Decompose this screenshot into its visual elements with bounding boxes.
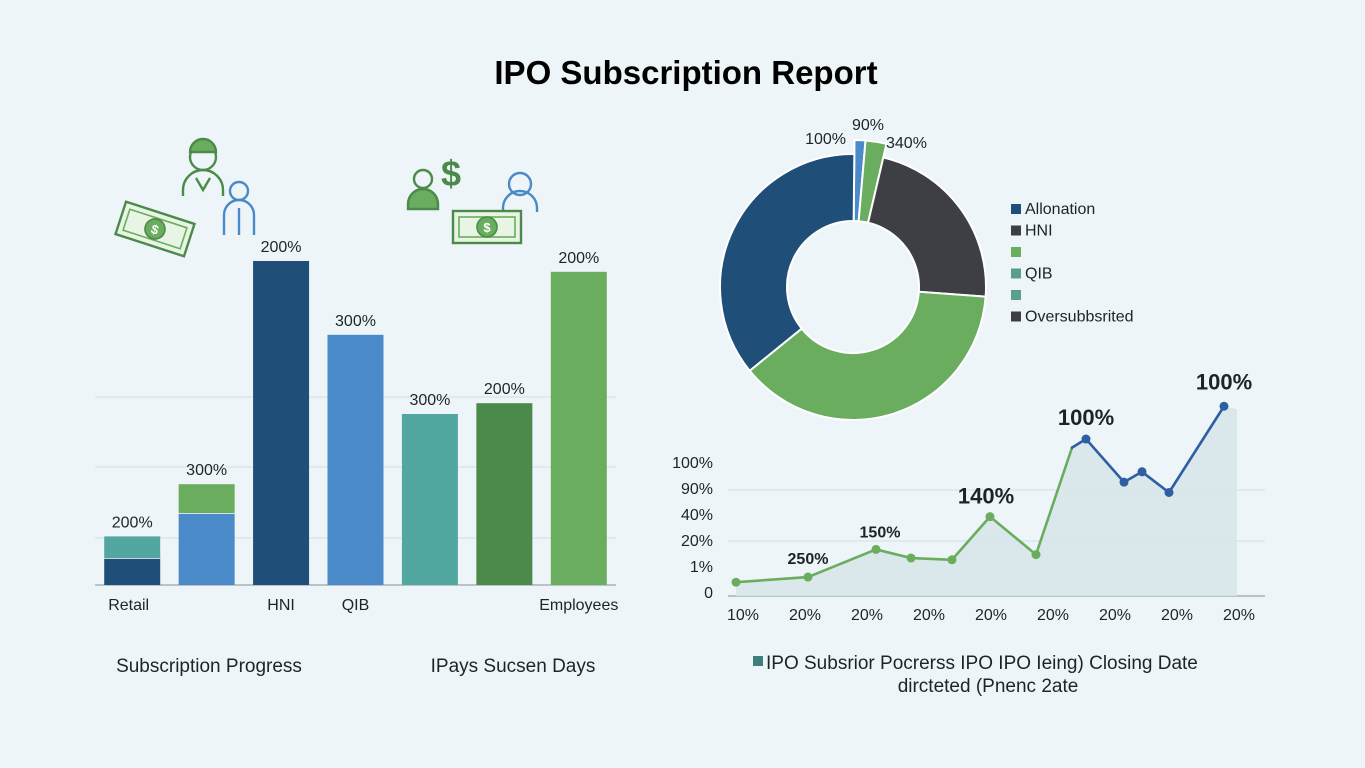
line-segment: [734, 575, 810, 584]
line-point: [731, 577, 741, 587]
line-segment: [988, 515, 1038, 556]
line-point: [803, 572, 813, 582]
bar-segment: [401, 414, 458, 585]
line-area-fill: [736, 406, 1237, 596]
bar-segment: [104, 536, 161, 558]
bar-segment: [476, 403, 533, 585]
legend-label: QIB: [1025, 266, 1053, 283]
line-point: [947, 555, 957, 565]
bar-segment: [550, 271, 607, 585]
bar-value-label: 200%: [558, 250, 599, 267]
bar-segment: [327, 334, 384, 585]
donut-slice: [719, 153, 856, 373]
money-icon: $: [451, 209, 523, 245]
line-annotation: 250%: [788, 551, 829, 568]
line-point: [1164, 488, 1174, 497]
legend-label: Allonation: [1025, 201, 1095, 218]
line-point: [1219, 401, 1229, 411]
allocation-donut-chart: 90%340% 100%: [719, 117, 987, 421]
legend-swatch: [1011, 311, 1021, 322]
subscription-line-chart: 0 1% 20% 40% 90% 100% 10% 20% 20% 20% 20% 20% 20% 20%…: [672, 369, 1265, 624]
legend-swatch: [1011, 290, 1021, 300]
bar-segment: [253, 261, 310, 585]
donut-slice: [748, 290, 987, 421]
line-point: [1119, 477, 1129, 487]
investor-icon: [406, 168, 539, 212]
y-tick-label: 0: [704, 585, 713, 602]
line-segment: [1140, 470, 1171, 494]
line-legend-subtitle: dircteted (Pnenc 2ate: [898, 676, 1079, 697]
line-legend-swatch: [753, 656, 763, 666]
bar-value-label: 200%: [484, 381, 525, 398]
legend-swatch: [1011, 247, 1021, 257]
y-tick-label: 20%: [681, 533, 713, 550]
subscription-bar-chart: 200% Retail 300% 200% HNI 300% QIB 300% 200% 200%…: [95, 239, 618, 614]
bar-value-label: 300%: [335, 313, 376, 330]
bar-value-label: 300%: [186, 462, 227, 479]
user-pair-icon: [181, 137, 256, 235]
x-tick-label: 20%: [1161, 607, 1193, 624]
bar-category-label: QIB: [342, 597, 370, 614]
bar-category-label: Retail: [108, 597, 149, 614]
bar-category-label: Employees: [539, 597, 618, 614]
line-segment: [806, 548, 878, 579]
y-tick-label: 40%: [681, 507, 713, 524]
donut-slice: [866, 156, 987, 298]
legend-swatch: [1011, 225, 1021, 236]
line-segment: [1167, 404, 1226, 494]
line-annotation: 100%: [1196, 369, 1252, 394]
bar-segment: [104, 558, 161, 585]
legend-label: HNI: [1025, 223, 1053, 240]
y-tick-label: 90%: [681, 481, 713, 498]
line-point: [871, 544, 881, 554]
line-segment: [1034, 446, 1074, 556]
line-annotation: 140%: [958, 484, 1014, 509]
line-segment: [1084, 437, 1126, 484]
bar-value-label: 200%: [112, 514, 153, 531]
line-point: [1137, 467, 1147, 477]
x-tick-label: 20%: [1223, 607, 1255, 624]
x-tick-label: 20%: [913, 607, 945, 624]
x-tick-label: 10%: [727, 607, 759, 624]
line-point: [1031, 550, 1041, 560]
x-tick-label: 20%: [1099, 607, 1131, 624]
line-point: [906, 553, 916, 563]
legend-swatch: [1011, 268, 1021, 279]
line-point: [985, 512, 995, 522]
donut-legend: Allonation HNI QIB Oversubbsrited: [1011, 201, 1134, 326]
line-segment: [909, 556, 954, 562]
money-icon: $: [113, 200, 197, 258]
x-tick-label: 20%: [975, 607, 1007, 624]
donut-slice-label: 340%: [886, 135, 927, 152]
svg-text:$: $: [483, 220, 491, 235]
y-tick-label: 1%: [690, 559, 713, 576]
donut-slice-label: 90%: [852, 117, 884, 134]
caption-days: IPays Sucsen Days: [431, 656, 596, 677]
line-segment: [874, 548, 913, 560]
bar-category-label: HNI: [267, 597, 295, 614]
caption-subscription-progress: Subscription Progress: [116, 656, 302, 677]
line-annotation: 150%: [860, 524, 901, 541]
line-legend-label: IPO Subsrior Pocrerss IPO IPO Ieing) Clo…: [766, 653, 1198, 674]
bar-segment: [178, 513, 235, 585]
bar-value-label: 300%: [409, 392, 450, 409]
legend-swatch: [1011, 204, 1021, 214]
legend-label: Oversubbsrited: [1025, 309, 1134, 326]
x-tick-label: 20%: [789, 607, 821, 624]
bar-segment: [178, 484, 235, 513]
line-annotation: 100%: [1058, 405, 1114, 430]
line-segment: [950, 515, 992, 562]
donut-slice-label: 100%: [805, 131, 846, 148]
bar-value-label: 200%: [261, 239, 302, 256]
y-tick-label: 100%: [672, 455, 713, 472]
page-title: IPO Subscription Report: [494, 54, 877, 91]
line-legend: IPO Subsrior Pocrerss IPO IPO Ieing) Clo…: [753, 653, 1198, 697]
dollar-icon: $: [441, 153, 461, 194]
x-tick-label: 20%: [1037, 607, 1069, 624]
x-tick-label: 20%: [851, 607, 883, 624]
line-point: [1081, 434, 1091, 444]
